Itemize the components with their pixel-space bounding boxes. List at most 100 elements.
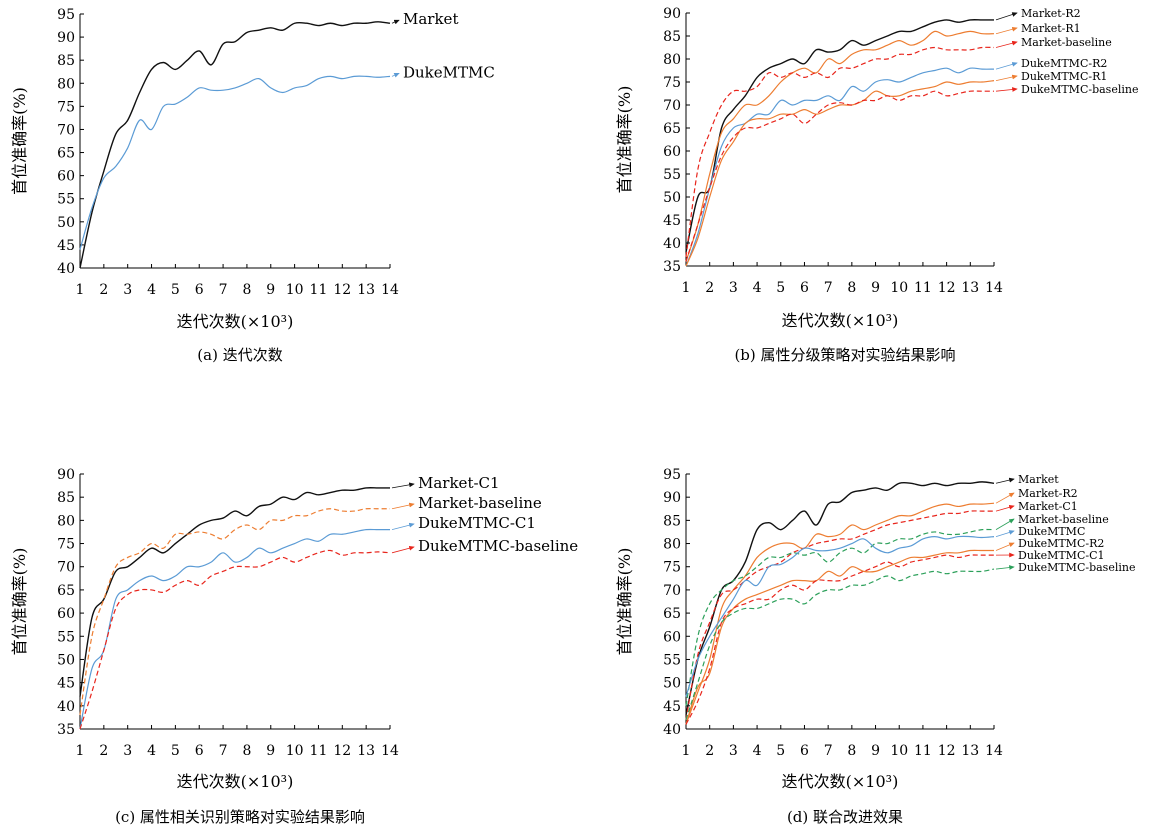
y-tick-label: 95: [663, 467, 681, 483]
y-tick-label: 90: [663, 6, 681, 22]
y-axis-title: 首位准确率(%): [10, 87, 29, 195]
series-line: [79, 508, 390, 716]
series-label: DukeMTMC: [403, 63, 495, 81]
y-tick-label: 40: [57, 261, 75, 277]
y-tick-label: 55: [663, 167, 681, 183]
x-tick-label: 7: [219, 282, 228, 298]
x-tick-label: 7: [824, 743, 833, 759]
y-tick-label: 55: [57, 192, 75, 208]
x-tick-label: 5: [776, 280, 785, 296]
x-tick-label: 8: [847, 280, 856, 296]
series-label: DukeMTMC-R2: [1021, 57, 1107, 70]
y-tick-label: 50: [663, 190, 681, 206]
x-axis-title: 迭代次数(×10³): [177, 772, 294, 791]
x-tick-label: 3: [729, 743, 738, 759]
series-label-arrow: [995, 74, 1018, 82]
y-tick-label: 80: [57, 513, 75, 529]
series-label-arrow: [995, 565, 1015, 570]
x-tick-label: 6: [800, 743, 809, 759]
series-line: [79, 21, 391, 269]
y-tick-label: 85: [663, 513, 681, 529]
x-tick-label: 6: [800, 280, 809, 296]
series-label-arrow: [391, 72, 400, 78]
y-tick-label: 65: [57, 146, 75, 162]
x-tick-label: 11: [310, 743, 328, 759]
series-label: Market: [403, 10, 458, 28]
series-label-arrow: [995, 12, 1018, 21]
series-label-arrow: [995, 542, 1015, 551]
series-label: DukeMTMC: [1018, 525, 1085, 538]
y-axis-title: 首位准确率(%): [10, 548, 29, 656]
x-tick-label: 12: [938, 743, 956, 759]
x-tick-label: 2: [705, 280, 714, 296]
x-tick-label: 10: [890, 280, 908, 296]
y-tick-label: 40: [663, 722, 681, 738]
y-tick-label: 90: [57, 467, 75, 483]
series-label: DukeMTMC-baseline: [1021, 83, 1138, 96]
panel-caption: (a) 迭代次数: [197, 346, 282, 364]
x-tick-label: 9: [266, 743, 275, 759]
x-tick-label: 8: [242, 743, 251, 759]
y-tick-label: 70: [663, 98, 681, 114]
series-line: [685, 535, 995, 697]
series-label-arrow: [391, 502, 415, 510]
x-tick-label: 7: [219, 743, 228, 759]
x-tick-label: 2: [99, 282, 108, 298]
series-line: [685, 90, 994, 262]
y-axis-title: 首位准确率(%): [615, 86, 634, 194]
x-tick-label: 10: [286, 743, 304, 759]
panel-caption: (c) 属性相关识别策略对实验结果影响: [115, 808, 365, 826]
series-label: Market: [1018, 473, 1059, 486]
x-tick-label: 9: [266, 282, 275, 298]
x-axis-title: 迭代次数(×10³): [782, 311, 899, 330]
series-label: Market-C1: [418, 474, 500, 492]
series-label: Market-R1: [1021, 22, 1081, 35]
series-line: [685, 549, 994, 725]
series-line: [79, 75, 391, 250]
panel-caption: (b) 属性分级策略对实验结果影响: [734, 346, 955, 364]
series-label-arrow: [995, 26, 1018, 35]
y-tick-label: 75: [57, 537, 75, 553]
panel-caption: (d) 联合改进效果: [787, 808, 903, 826]
series-line: [685, 46, 995, 257]
x-tick-label: 10: [890, 743, 908, 759]
y-axis-title: 首位准确率(%): [615, 548, 634, 656]
y-tick-label: 85: [57, 53, 75, 69]
x-tick-label: 12: [333, 743, 351, 759]
y-tick-label: 50: [57, 652, 75, 668]
y-tick-label: 60: [663, 629, 681, 645]
series-label: DukeMTMC-C1: [1018, 549, 1105, 562]
y-tick-label: 70: [57, 122, 75, 138]
y-tick-label: 75: [663, 75, 681, 91]
y-tick-label: 90: [57, 30, 75, 46]
series-line: [685, 568, 995, 720]
x-tick-label: 13: [357, 282, 375, 298]
x-tick-label: 4: [147, 743, 156, 759]
x-tick-label: 7: [824, 280, 833, 296]
y-tick-label: 85: [663, 29, 681, 45]
y-tick-label: 45: [57, 676, 75, 692]
y-tick-label: 45: [663, 213, 681, 229]
x-tick-label: 11: [914, 280, 932, 296]
series-line: [685, 510, 994, 720]
x-tick-label: 3: [123, 282, 132, 298]
x-tick-label: 4: [147, 282, 156, 298]
x-tick-label: 11: [914, 743, 932, 759]
y-tick-label: 35: [57, 722, 75, 738]
x-tick-label: 13: [961, 280, 979, 296]
y-tick-label: 35: [663, 259, 681, 275]
y-tick-label: 95: [57, 7, 75, 23]
series-label-arrow: [995, 518, 1015, 530]
y-tick-label: 80: [57, 76, 75, 92]
series-line: [685, 80, 995, 267]
y-tick-label: 45: [57, 238, 75, 254]
y-tick-label: 55: [57, 629, 75, 645]
y-tick-label: 70: [57, 560, 75, 576]
series-label: Market-baseline: [418, 494, 542, 512]
y-tick-label: 70: [663, 583, 681, 599]
y-tick-label: 80: [663, 52, 681, 68]
y-tick-label: 75: [663, 560, 681, 576]
x-tick-label: 9: [871, 743, 880, 759]
y-tick-label: 80: [663, 537, 681, 553]
